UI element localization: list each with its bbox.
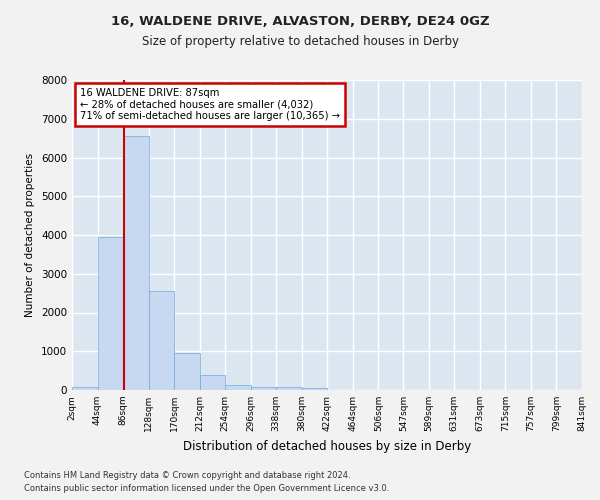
Text: 16, WALDENE DRIVE, ALVASTON, DERBY, DE24 0GZ: 16, WALDENE DRIVE, ALVASTON, DERBY, DE24… [110,15,490,28]
Text: Contains public sector information licensed under the Open Government Licence v3: Contains public sector information licen… [24,484,389,493]
Text: 16 WALDENE DRIVE: 87sqm
← 28% of detached houses are smaller (4,032)
71% of semi: 16 WALDENE DRIVE: 87sqm ← 28% of detache… [80,88,340,121]
Bar [200,375,225,390]
Bar [225,385,251,390]
Text: Contains HM Land Registry data © Crown copyright and database right 2024.: Contains HM Land Registry data © Crown c… [24,470,350,480]
Bar [174,353,200,390]
Bar [276,388,302,390]
Bar [251,386,276,390]
Bar [72,388,98,390]
Text: Size of property relative to detached houses in Derby: Size of property relative to detached ho… [142,35,458,48]
Bar [302,388,328,390]
Bar [149,291,174,390]
Bar [123,136,149,390]
Bar [98,237,123,390]
Y-axis label: Number of detached properties: Number of detached properties [25,153,35,317]
X-axis label: Distribution of detached houses by size in Derby: Distribution of detached houses by size … [183,440,471,452]
